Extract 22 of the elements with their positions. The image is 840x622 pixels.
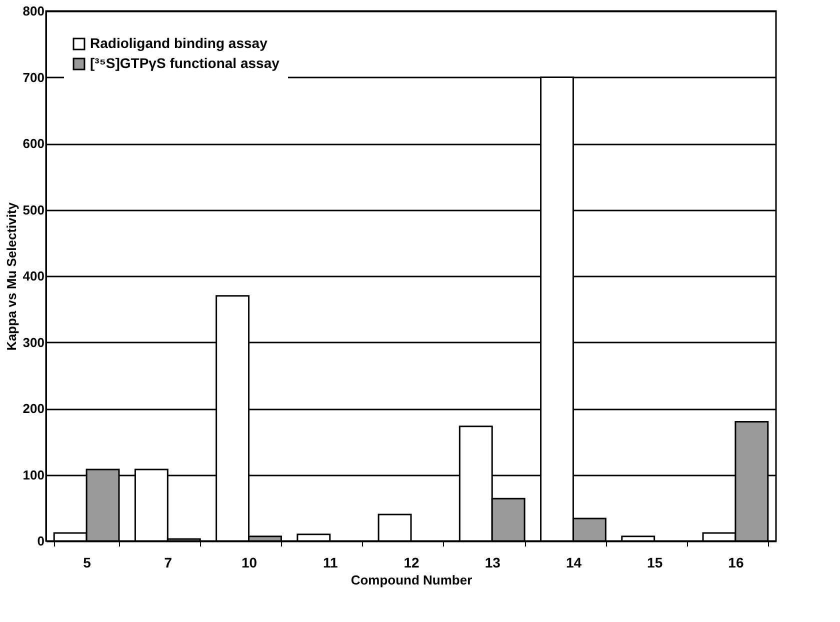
legend-label: [³⁵S]GTPγS functional assay [90,55,280,71]
y-tick-label: 400 [22,268,44,284]
x-tick-label: 13 [484,554,501,570]
y-axis-title: Kappa vs Mu Selectivity [4,202,19,351]
y-tick-label: 800 [22,4,44,18]
x-tick-label: 5 [83,554,92,570]
x-tick-label: 15 [647,554,663,570]
x-tick-label: 11 [322,554,338,570]
x-tick-label: 12 [404,554,420,570]
y-tick-label: 500 [22,202,44,218]
x-tick-label: 7 [164,554,172,570]
y-tick-label: 100 [22,467,44,482]
y-tick-label: 700 [22,70,44,85]
x-tick-label: 16 [728,554,744,570]
x-tick-label: 14 [566,554,582,570]
x-tick-label: 10 [241,554,258,570]
y-tick-label: 300 [22,334,44,350]
y-tick-label: 200 [22,401,44,416]
y-tick-label: 0 [37,534,44,548]
y-tick-label: 600 [22,136,44,151]
legend-label: Radioligand binding assay [90,35,268,51]
x-axis-title: Compound Number [350,572,472,588]
